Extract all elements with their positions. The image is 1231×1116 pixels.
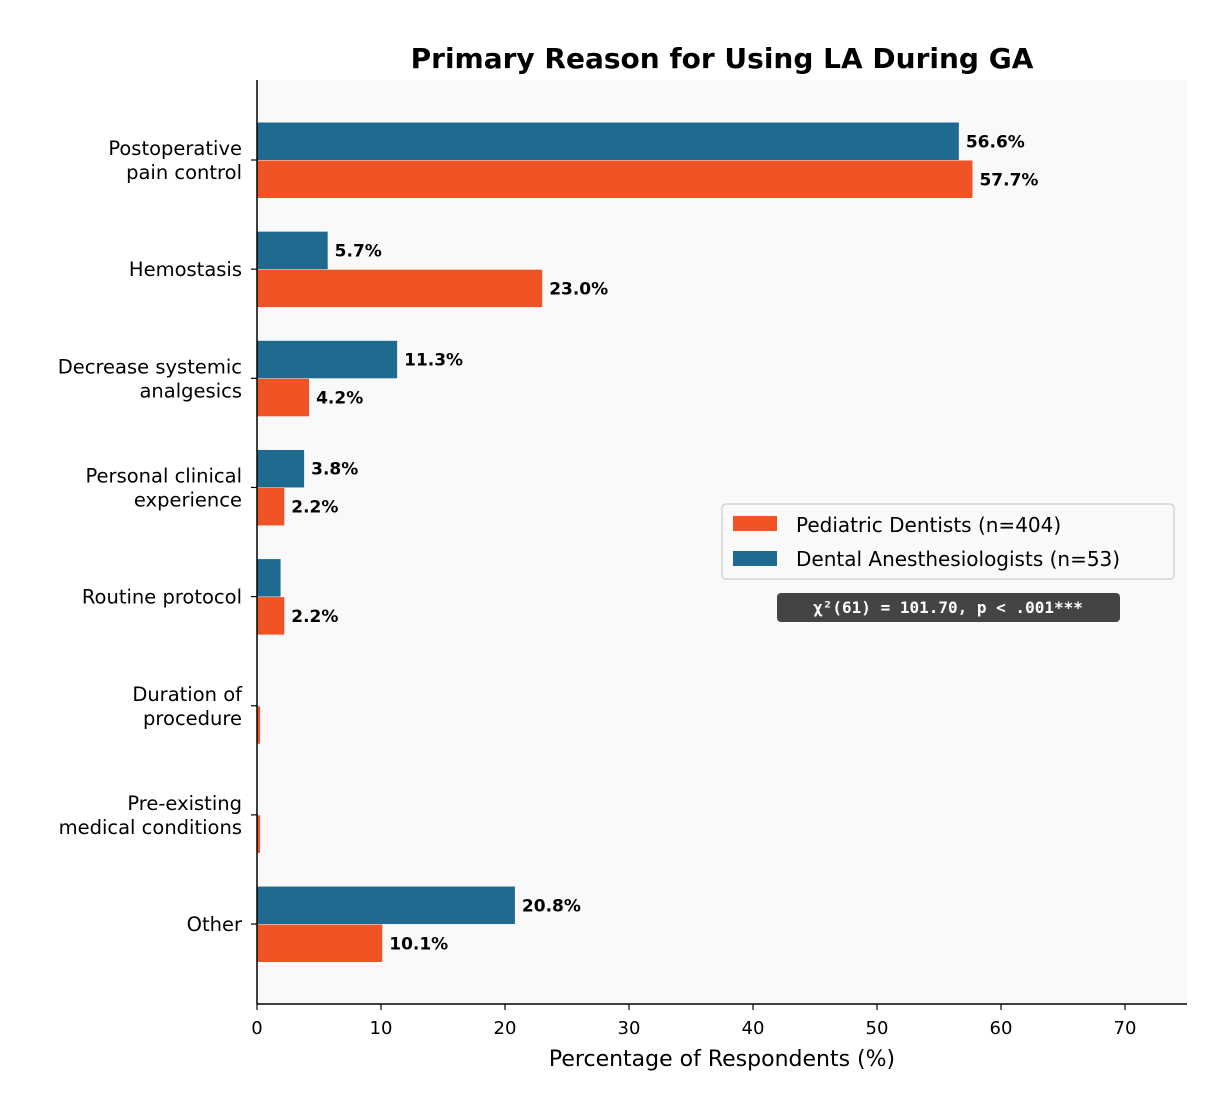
svg-text:χ²(61) = 101.70, p < .001***: χ²(61) = 101.70, p < .001*** (813, 598, 1083, 617)
data-label: 56.6% (966, 132, 1025, 152)
x-tick-label: 10 (370, 1018, 393, 1039)
data-label: 2.2% (291, 498, 338, 518)
bar-anesthesiologists (257, 449, 305, 488)
stat-annotation: χ²(61) = 101.70, p < .001*** (777, 593, 1120, 622)
bar-pediatric (257, 487, 285, 526)
x-axis-label: Percentage of Respondents (%) (549, 1047, 895, 1072)
x-tick-label: 60 (990, 1018, 1013, 1039)
x-tick-label: 40 (742, 1018, 765, 1039)
y-tick-label: Decrease systemic analgesics (58, 355, 242, 402)
legend-swatch-anesthesiologists (733, 551, 777, 566)
data-label: 11.3% (404, 351, 463, 371)
legend-label-pediatric: Pediatric Dentists (n=404) (796, 513, 1061, 537)
bar-pediatric (257, 160, 973, 198)
data-label: 57.7% (979, 170, 1038, 190)
bar-pediatric (257, 924, 383, 963)
x-tick-label: 70 (1114, 1018, 1137, 1039)
data-label: 2.2% (291, 607, 338, 627)
legend-swatch-pediatric (733, 516, 777, 531)
legend-label-anesthesiologists: Dental Anesthesiologists (n=53) (796, 547, 1120, 571)
bar-anesthesiologists (257, 231, 328, 270)
data-label: 5.7% (335, 241, 382, 261)
x-tick-label: 20 (494, 1018, 517, 1039)
data-label: 20.8% (522, 896, 581, 916)
y-tick-label: Hemostasis (129, 258, 242, 281)
bar-pediatric (257, 706, 261, 744)
bar-anesthesiologists (257, 559, 281, 597)
x-tick-label: 30 (618, 1018, 641, 1039)
bar-pediatric (257, 269, 543, 308)
data-label: 4.2% (316, 389, 363, 409)
bar-anesthesiologists (257, 886, 515, 925)
data-label: 3.8% (311, 460, 358, 480)
bar-anesthesiologists (257, 340, 398, 379)
y-tick-label: Duration of procedure (132, 683, 243, 730)
bar-pediatric (257, 597, 285, 635)
data-label: 10.1% (389, 934, 448, 954)
chart-title: Primary Reason for Using LA During GA (411, 42, 1034, 75)
legend: Pediatric Dentists (n=404) Dental Anesth… (721, 503, 1175, 580)
bar-pediatric (257, 815, 261, 853)
y-tick-label: Personal clinical experience (85, 464, 242, 511)
bar-anesthesiologists (257, 122, 959, 160)
data-label: 23.0% (549, 279, 608, 299)
x-tick-label: 50 (866, 1018, 889, 1039)
x-tick-label: 0 (251, 1018, 262, 1039)
y-tick-label: Routine protocol (82, 586, 242, 609)
y-tick-label: Postoperative pain control (108, 137, 242, 184)
y-tick-label: Other (187, 913, 243, 936)
y-tick-label: Pre-existing medical conditions (59, 792, 242, 839)
bar-pediatric (257, 378, 310, 417)
